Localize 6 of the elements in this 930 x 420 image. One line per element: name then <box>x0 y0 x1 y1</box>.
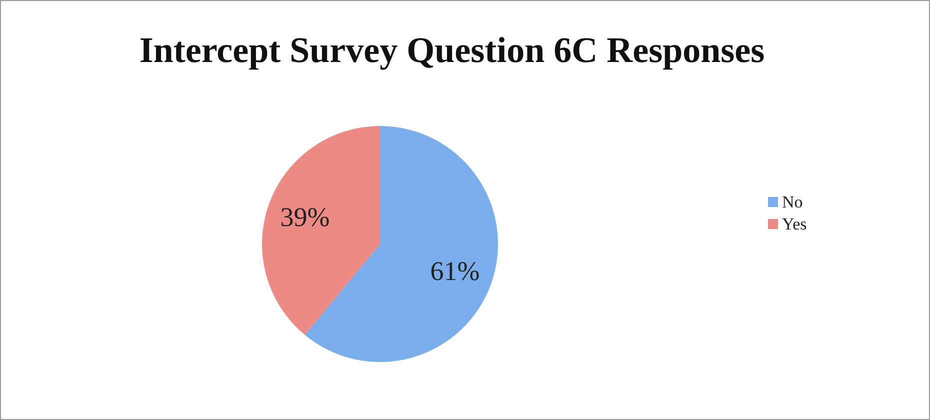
data-label: 39% <box>280 202 330 232</box>
pie-slice <box>262 126 380 335</box>
legend-label: Yes <box>782 214 807 234</box>
chart-title: Intercept Survey Question 6C Responses <box>139 30 765 70</box>
legend-label: No <box>782 192 803 212</box>
data-label: 61% <box>430 256 480 286</box>
